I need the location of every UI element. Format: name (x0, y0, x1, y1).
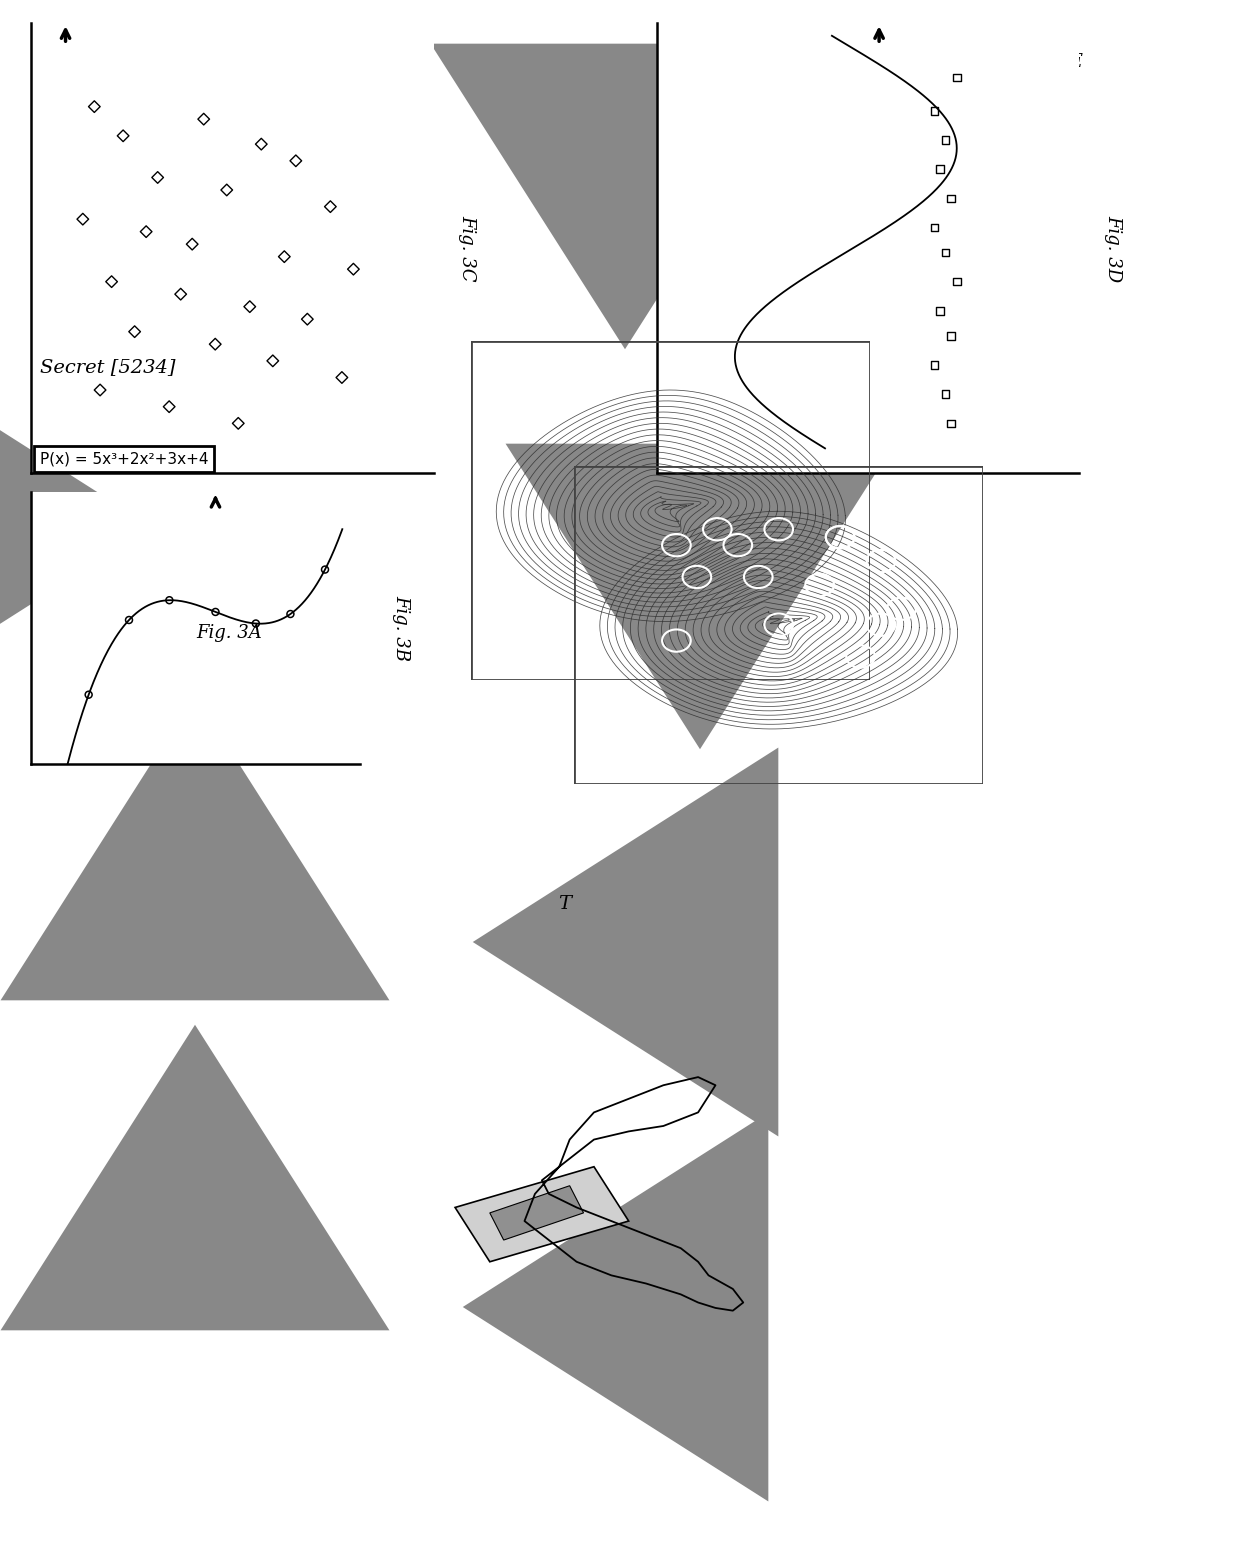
Point (263, 349, 283, 374)
Point (925, 216, 945, 241)
Point (193, 107, 213, 132)
Point (228, 411, 248, 436)
Point (119, 607, 139, 632)
Point (947, 268, 967, 293)
Text: Fig. 3B: Fig. 3B (392, 594, 410, 661)
Point (171, 282, 191, 307)
Point (941, 323, 961, 348)
Point (280, 602, 300, 627)
Point (73, 206, 93, 231)
Point (936, 127, 956, 152)
Point (159, 394, 179, 419)
Point (343, 256, 363, 281)
Point (136, 219, 156, 244)
Point (125, 320, 145, 345)
Text: Fig. 3A: Fig. 3A (196, 624, 263, 643)
Point (217, 177, 237, 202)
Point (113, 124, 133, 149)
Point (286, 149, 306, 174)
Text: Fig. 3E: Fig. 3E (1017, 53, 1083, 71)
Point (239, 295, 259, 320)
Point (84, 95, 104, 120)
Point (206, 332, 226, 357)
Text: Fig. 3D: Fig. 3D (1104, 214, 1122, 282)
Point (315, 557, 335, 582)
Point (930, 298, 950, 323)
Point (148, 165, 167, 189)
Text: T: T (558, 896, 572, 913)
Text: Fig. 3C: Fig. 3C (459, 216, 476, 281)
Point (320, 194, 340, 219)
Point (925, 352, 945, 377)
Point (160, 588, 180, 613)
Point (925, 98, 945, 123)
Point (91, 377, 110, 402)
Point (102, 268, 122, 293)
Point (298, 307, 317, 332)
Point (930, 157, 950, 182)
Point (936, 241, 956, 265)
Point (941, 186, 961, 211)
Point (246, 611, 265, 636)
Point (936, 382, 956, 407)
Polygon shape (455, 1167, 629, 1262)
Point (78, 683, 98, 708)
Point (947, 65, 967, 90)
Text: P(x) = 5x³+2x²+3x+4: P(x) = 5x³+2x²+3x+4 (40, 452, 208, 467)
Point (206, 599, 226, 624)
Point (941, 411, 961, 436)
Text: Secret [5234]: Secret [5234] (40, 359, 175, 376)
Point (182, 231, 202, 256)
Polygon shape (490, 1186, 584, 1240)
Point (252, 132, 272, 157)
Point (332, 365, 352, 390)
Point (274, 244, 294, 268)
